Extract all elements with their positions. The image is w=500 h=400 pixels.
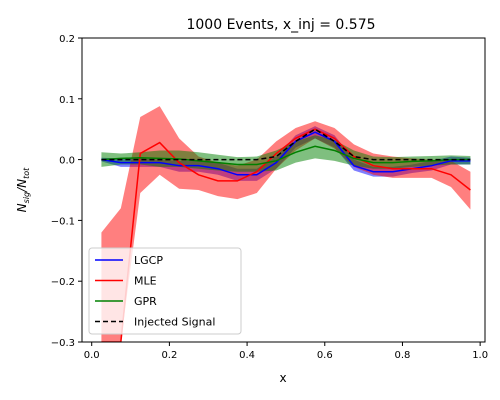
y-tick-label: 0.1 <box>59 95 75 106</box>
legend: LGCP MLE GPR Injected Signal <box>88 247 242 335</box>
legend-label-mle: MLE <box>134 275 157 288</box>
x-axis-label: x <box>279 371 286 385</box>
y-tick-label: −0.3 <box>51 338 75 349</box>
legend-label-gpr: GPR <box>134 295 157 308</box>
y-tick-label: 0.2 <box>59 34 75 45</box>
x-tick-label: 1.0 <box>472 350 488 361</box>
x-tick-label: 0.2 <box>161 350 177 361</box>
x-tick-label: 0.6 <box>317 350 333 361</box>
mle-line <box>101 128 471 342</box>
y-label-sub2: tot <box>22 167 31 179</box>
y-axis-ticks: −0.3 −0.2 −0.1 0.0 0.1 0.2 <box>51 34 82 349</box>
x-axis-ticks: 0.0 0.2 0.4 0.6 0.8 1.0 <box>84 342 488 361</box>
plot-frame <box>81 37 486 343</box>
x-tick-label: 0.8 <box>395 350 411 361</box>
legend-label-injected-signal: Injected Signal <box>134 316 215 329</box>
y-tick-label: −0.2 <box>51 277 75 288</box>
y-tick-label: −0.1 <box>51 216 75 227</box>
legend-box <box>88 247 242 335</box>
y-label-main: N <box>15 203 29 212</box>
y-label-sep: /N <box>15 179 29 193</box>
legend-label-lgcp: LGCP <box>134 254 163 267</box>
y-label-sub1: sig <box>22 192 31 203</box>
series-lines <box>101 128 471 342</box>
injected-signal-line <box>101 128 471 161</box>
x-tick-label: 0.4 <box>239 350 255 361</box>
gpr-line <box>101 145 471 166</box>
y-axis-label: Nsig/Ntot <box>15 167 31 213</box>
y-tick-label: 0.0 <box>59 156 75 167</box>
chart-title: 1000 Events, x_inj = 0.575 <box>186 17 375 33</box>
x-tick-label: 0.0 <box>84 350 100 361</box>
